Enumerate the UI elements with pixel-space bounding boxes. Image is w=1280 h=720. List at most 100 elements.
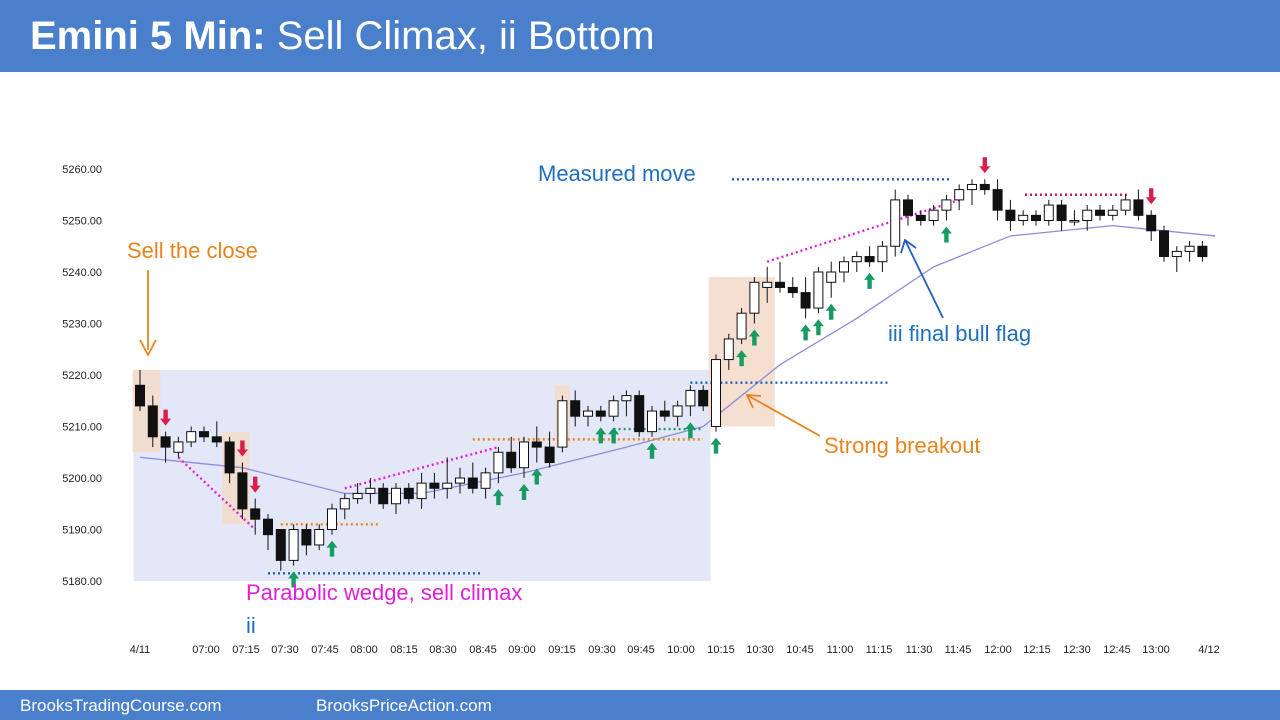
candle bbox=[403, 483, 414, 504]
candle bbox=[621, 390, 632, 417]
x-tick-label: 08:45 bbox=[469, 644, 497, 656]
candle bbox=[992, 179, 1003, 221]
candle-body bbox=[877, 245, 888, 263]
candle-body bbox=[506, 451, 517, 469]
candle bbox=[698, 385, 709, 412]
x-tick-label: 12:00 bbox=[984, 644, 1012, 656]
annotation-strong-breakout: Strong breakout bbox=[824, 433, 981, 458]
candle-body bbox=[685, 389, 696, 407]
candle bbox=[519, 436, 529, 478]
candle bbox=[1069, 210, 1080, 226]
candle bbox=[967, 179, 977, 206]
candle bbox=[1197, 241, 1208, 262]
candle bbox=[480, 467, 491, 499]
candle bbox=[1082, 205, 1093, 231]
candle-body bbox=[557, 400, 568, 448]
candle bbox=[723, 333, 734, 370]
candle bbox=[314, 524, 325, 551]
x-tick-label: 11:15 bbox=[866, 644, 893, 656]
candle bbox=[237, 462, 248, 520]
candle bbox=[736, 308, 747, 345]
candle-body bbox=[890, 199, 901, 247]
candle bbox=[711, 354, 721, 432]
candle-body bbox=[1018, 214, 1029, 222]
candle-body bbox=[634, 395, 645, 433]
footer-link-brooks-trading-course[interactable]: BrooksTradingCourse.com bbox=[20, 696, 222, 715]
candle bbox=[173, 436, 184, 458]
candle bbox=[1120, 194, 1131, 216]
candle bbox=[211, 421, 222, 448]
x-tick-label: 10:15 bbox=[707, 644, 735, 656]
x-tick-label: 11:30 bbox=[906, 644, 933, 656]
candle bbox=[634, 390, 645, 437]
candle bbox=[391, 483, 401, 515]
bull-signal-arrow bbox=[710, 437, 722, 454]
candle-body bbox=[1031, 214, 1041, 222]
candle-body bbox=[954, 189, 965, 201]
bear-signal-arrow bbox=[160, 409, 172, 426]
candle bbox=[250, 498, 261, 535]
candle bbox=[749, 277, 760, 324]
candle bbox=[941, 194, 952, 221]
x-tick-label: 07:30 bbox=[271, 644, 299, 656]
candle bbox=[1171, 246, 1182, 272]
candle bbox=[595, 405, 606, 422]
bull-signal-arrow bbox=[748, 329, 760, 346]
y-tick-label: 5210.00 bbox=[62, 422, 102, 434]
candle-body bbox=[314, 529, 325, 546]
bull-signal-arrow bbox=[608, 427, 620, 444]
candle bbox=[506, 436, 517, 473]
candle bbox=[1133, 189, 1144, 221]
candle-body bbox=[800, 292, 811, 309]
candle-body bbox=[442, 482, 453, 489]
candle-body bbox=[224, 441, 235, 474]
candle-body bbox=[839, 261, 849, 273]
candle bbox=[1146, 210, 1157, 242]
y-tick-label: 5240.00 bbox=[62, 267, 102, 279]
candle bbox=[263, 514, 273, 551]
candle-body bbox=[301, 529, 312, 546]
x-tick-label: 11:45 bbox=[945, 644, 972, 656]
annotation-iii-final-bull-flag: iii final bull flag bbox=[888, 321, 1031, 346]
candle-body bbox=[160, 436, 171, 448]
candle-body bbox=[339, 498, 350, 510]
annotation-ii: ii bbox=[246, 613, 256, 638]
candle-body bbox=[467, 477, 478, 489]
x-tick-label: 07:00 bbox=[192, 644, 220, 656]
x-tick-label: 10:00 bbox=[667, 644, 695, 656]
candle-body bbox=[915, 214, 926, 222]
x-tick-label: 08:30 bbox=[429, 644, 457, 656]
bull-signal-arrow bbox=[518, 484, 530, 500]
candle-body bbox=[1159, 230, 1169, 258]
candle-body bbox=[263, 518, 273, 536]
candle-body bbox=[544, 446, 555, 464]
candle-body bbox=[787, 286, 798, 294]
candle-body bbox=[288, 529, 299, 561]
candle-body bbox=[275, 529, 286, 561]
candle bbox=[186, 426, 197, 448]
candle-body bbox=[851, 256, 862, 263]
candle-body bbox=[391, 487, 401, 505]
bull-channel-line bbox=[766, 198, 960, 263]
candle bbox=[890, 189, 901, 257]
candle-body bbox=[711, 359, 721, 427]
candle-body bbox=[455, 477, 465, 484]
candle-body bbox=[864, 256, 875, 263]
footer-link-brooks-price-action[interactable]: BrooksPriceAction.com bbox=[316, 696, 492, 715]
candle bbox=[903, 194, 913, 226]
candle-body bbox=[826, 271, 837, 283]
candle-body bbox=[570, 400, 581, 417]
bull-signal-arrow bbox=[595, 427, 607, 444]
bull-signal-arrow bbox=[800, 324, 812, 341]
candle-body bbox=[186, 431, 197, 443]
candle-body bbox=[147, 405, 158, 438]
candle-body bbox=[1197, 245, 1208, 258]
candle bbox=[647, 405, 657, 437]
candle bbox=[467, 462, 478, 494]
candle-body bbox=[698, 389, 709, 407]
candle bbox=[531, 426, 542, 463]
candle bbox=[135, 369, 145, 412]
candle-body bbox=[595, 410, 606, 417]
candlestick-chart: 5260.00 5250.00 5240.00 5230.00 5220.00 5210.… bbox=[62, 157, 1220, 656]
candle bbox=[762, 266, 773, 303]
